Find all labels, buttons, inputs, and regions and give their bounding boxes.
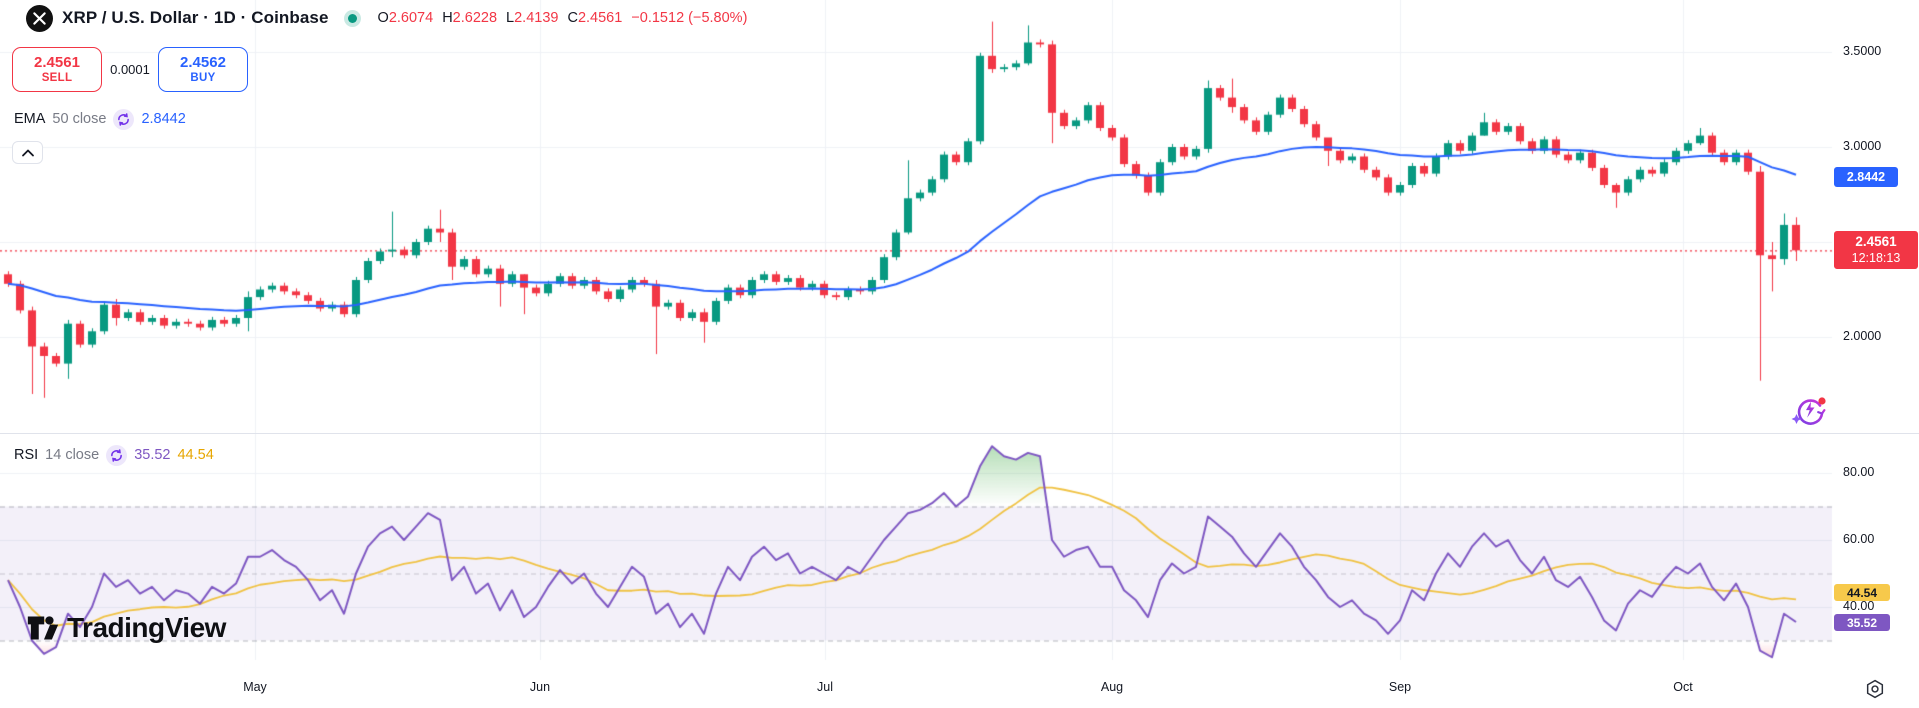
pane-divider[interactable] xyxy=(0,433,1919,434)
sync-icon xyxy=(106,444,128,466)
open-letter: O xyxy=(377,10,389,26)
settings-gear-icon[interactable] xyxy=(1862,676,1888,702)
time-axis-label: Jul xyxy=(817,680,833,694)
buy-label: BUY xyxy=(190,71,216,84)
rsi-value: 35.52 xyxy=(134,447,171,463)
time-axis-label: May xyxy=(243,680,267,694)
chevron-up-icon xyxy=(21,149,34,156)
tradingview-glyph-icon xyxy=(27,616,59,640)
bar-countdown: 12:18:13 xyxy=(1851,251,1901,266)
open-value: 2.6074 xyxy=(388,10,434,26)
price-tick-label: 3.0000 xyxy=(1843,139,1882,153)
rsi-tick-label: 80.00 xyxy=(1843,465,1875,479)
symbol-header: XRP / U.S. Dollar · 1D · Coinbase O2.607… xyxy=(26,4,747,32)
current-price: 2.4561 xyxy=(1855,234,1897,250)
rsi-legend[interactable]: RSI 14 close 35.52 44.54 xyxy=(14,444,214,466)
trade-panel: 2.4561 SELL 0.0001 2.4562 BUY xyxy=(12,47,248,92)
low-letter: L xyxy=(506,10,515,26)
high-letter: H xyxy=(442,10,453,26)
close-letter: C xyxy=(567,10,578,26)
sell-label: SELL xyxy=(41,71,73,84)
market-status-icon[interactable] xyxy=(343,9,361,27)
buy-price: 2.4562 xyxy=(180,53,226,71)
ema-name: EMA xyxy=(14,111,46,127)
rsi-axis-label: 35.52 xyxy=(1834,614,1890,631)
time-axis-label: Jun xyxy=(529,680,551,694)
rsi-tick-label: 40.00 xyxy=(1843,599,1875,613)
time-axis-label: Oct xyxy=(1673,680,1693,694)
xrp-logo-icon xyxy=(26,4,53,32)
ai-assistant-icon[interactable] xyxy=(1789,392,1829,432)
spread-value: 0.0001 xyxy=(110,62,150,77)
symbol-title[interactable]: XRP / U.S. Dollar · 1D · Coinbase xyxy=(62,8,329,27)
time-axis-label: Aug xyxy=(1100,680,1124,694)
tradingview-wordmark: TradingView xyxy=(67,612,226,643)
rsi-tick-label: 60.00 xyxy=(1843,532,1875,546)
tradingview-logo[interactable]: TradingView xyxy=(26,611,226,645)
close-value: 2.4561 xyxy=(577,10,623,26)
ohlc-values: O2.6074 H2.6228 L2.4139 C2.4561 −0.1512 … xyxy=(378,10,748,26)
time-axis-label: Sep xyxy=(1388,680,1412,694)
rsi-name: RSI xyxy=(14,447,39,463)
change-value: −0.1512 (−5.80%) xyxy=(631,10,748,26)
rsi-ma-axis-label: 44.54 xyxy=(1834,584,1890,601)
collapse-button[interactable] xyxy=(12,141,43,164)
sell-price: 2.4561 xyxy=(34,53,80,71)
sync-icon xyxy=(113,108,135,130)
ema-params: 50 close xyxy=(52,111,107,127)
high-value: 2.6228 xyxy=(452,10,498,26)
ema-value: 2.8442 xyxy=(141,111,186,127)
current-price-label: 2.4561 12:18:13 xyxy=(1834,231,1918,269)
buy-button[interactable]: 2.4562 BUY xyxy=(158,47,248,92)
price-tick-label: 3.5000 xyxy=(1843,44,1882,58)
price-tick-label: 2.0000 xyxy=(1843,329,1882,343)
ema-legend[interactable]: EMA 50 close 2.8442 xyxy=(14,108,186,130)
sell-button[interactable]: 2.4561 SELL xyxy=(12,47,102,92)
low-value: 2.4139 xyxy=(514,10,559,26)
rsi-params: 14 close xyxy=(45,447,100,463)
rsi-ma-value: 44.54 xyxy=(177,447,214,463)
ema-axis-label: 2.8442 xyxy=(1834,167,1898,187)
